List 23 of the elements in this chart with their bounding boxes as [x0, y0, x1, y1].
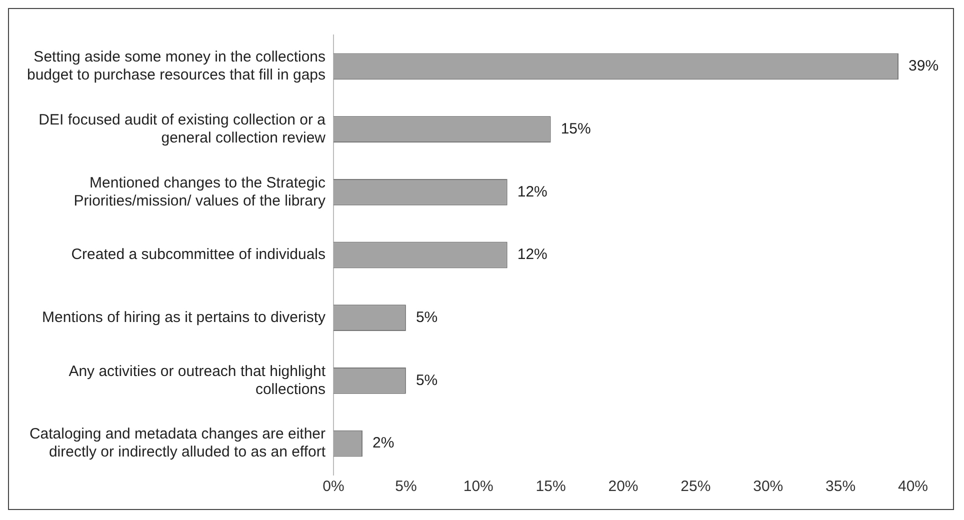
- y-tick-label: Mentions of hiring as it pertains to diveristy: [42, 309, 326, 326]
- data-label: 5%: [416, 372, 438, 389]
- x-tick-label: 25%: [680, 478, 711, 496]
- y-tick-label: Created a subcommittee of individuals: [71, 246, 326, 264]
- data-label: 15%: [560, 120, 591, 138]
- x-tick-label: 5%: [395, 478, 417, 496]
- x-tick-label: 0%: [322, 478, 344, 496]
- x-tick-label: 35%: [826, 478, 856, 496]
- y-tick-label: Cataloging and metadata changes are either directly or indirectly alluded to as an effort: [29, 426, 326, 461]
- x-tick-label: 20%: [608, 478, 638, 496]
- data-label: 12%: [517, 183, 548, 200]
- data-label: 5%: [416, 309, 438, 326]
- y-tick-label: Any activities or outreach that highlight collections: [68, 362, 326, 398]
- data-label: 39%: [908, 58, 939, 75]
- x-tick-label: 40%: [898, 478, 928, 496]
- x-tick-label: 10%: [463, 478, 494, 496]
- x-tick-label: 15%: [536, 478, 566, 496]
- x-tick-label: 30%: [753, 478, 784, 496]
- data-label: 2%: [372, 434, 394, 452]
- data-label: 12%: [517, 246, 548, 264]
- y-tick-label: DEI focused audit of existing collection or a general collection review: [38, 111, 326, 146]
- y-tick-label: Setting aside some money in the collections budget to purchase resources that fill in gaps: [27, 48, 326, 84]
- y-tick-label: Mentioned changes to the Strategic Priorities/mission/ values of the library: [74, 174, 326, 210]
